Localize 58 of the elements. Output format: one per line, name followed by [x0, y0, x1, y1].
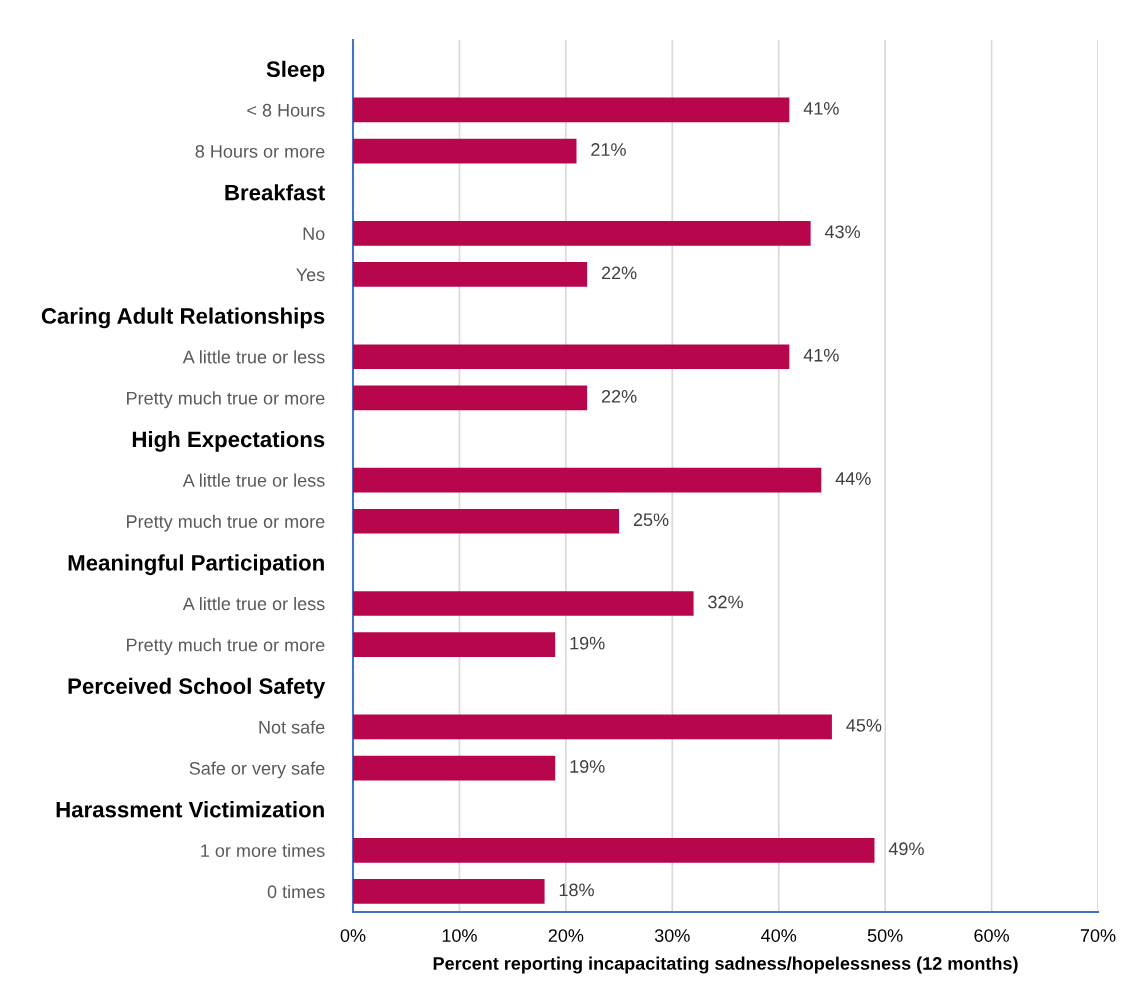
y-tick-label: Pretty much true or more [127, 514, 325, 532]
bar [353, 632, 556, 657]
bar [353, 344, 790, 370]
bar [353, 467, 822, 493]
bar [353, 220, 811, 246]
data-label: 18% [559, 883, 594, 897]
data-label: 41% [803, 348, 839, 362]
y-tick-label: 0 times [267, 884, 325, 899]
y-tick-label: 8 Hours or more [195, 144, 325, 158]
x-tick-label: 50% [867, 929, 903, 942]
y-tick-label: A little true or less [182, 350, 325, 364]
y-tick-label: Safe or very safe [189, 761, 325, 779]
y-tick-label: Meaningful Participation [68, 554, 324, 576]
y-tick-label: < 8 Hours [247, 103, 325, 117]
data-label: 45% [846, 719, 882, 732]
data-label: 22% [601, 266, 637, 280]
x-tick-label: 20% [548, 929, 584, 942]
x-tick-label: 40% [761, 929, 797, 942]
y-tick-label: Sleep [266, 60, 325, 82]
data-label: 19% [570, 636, 605, 650]
bar [353, 714, 832, 740]
y-tick-label: Perceived School Safety [68, 677, 326, 699]
y-tick-label: Breakfast [225, 184, 325, 201]
bar [353, 508, 620, 534]
data-label: 41% [803, 102, 839, 115]
y-tick-label: A little true or less [182, 596, 325, 611]
y-tick-label: Harassment Victimization [56, 801, 324, 818]
data-label: 25% [633, 513, 669, 527]
data-label: 32% [708, 595, 743, 609]
x-tick-label: 0% [340, 929, 366, 942]
bar [353, 262, 588, 287]
y-tick-label: 1 or more times [201, 843, 325, 858]
bar [353, 97, 790, 123]
data-label: 21% [591, 143, 626, 156]
x-tick-label: 10% [442, 929, 477, 942]
bar [353, 837, 875, 863]
y-tick-label: Pretty much true or more [127, 638, 325, 655]
y-tick-label: No [303, 227, 325, 241]
y-tick-label: Yes [296, 268, 325, 282]
bar [353, 385, 588, 411]
data-label: 22% [601, 389, 637, 403]
bar [353, 755, 556, 781]
data-label: 49% [888, 842, 924, 856]
x-tick-label: 60% [974, 929, 1009, 942]
bar [353, 138, 577, 164]
data-label: 43% [824, 225, 861, 239]
y-tick-label: A little true or less [182, 473, 325, 487]
data-label: 19% [570, 760, 605, 773]
x-tick-label: 30% [654, 929, 690, 942]
y-tick-label: Caring Adult Relationships [41, 307, 325, 329]
bar [353, 591, 694, 616]
bar [353, 879, 545, 904]
x-axis-title: Percent reporting incapacitating sadness/hopelessness (12 months) [433, 956, 1018, 974]
data-label: 44% [835, 472, 871, 485]
x-tick-label: 70% [1080, 929, 1116, 942]
y-tick-label: Not safe [259, 720, 325, 734]
y-tick-label: High Expectations [132, 430, 325, 452]
y-tick-label: Pretty much true or more [127, 391, 325, 409]
